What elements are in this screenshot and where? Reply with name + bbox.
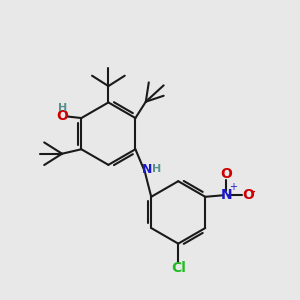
Text: +: + <box>229 182 237 192</box>
Text: O: O <box>220 167 232 181</box>
Text: -: - <box>250 187 254 196</box>
Text: Cl: Cl <box>171 261 186 275</box>
Text: N: N <box>220 188 232 202</box>
Text: O: O <box>57 109 69 123</box>
Text: O: O <box>242 188 254 202</box>
Text: H: H <box>152 164 161 174</box>
Text: N: N <box>142 163 152 176</box>
Text: H: H <box>58 103 67 112</box>
